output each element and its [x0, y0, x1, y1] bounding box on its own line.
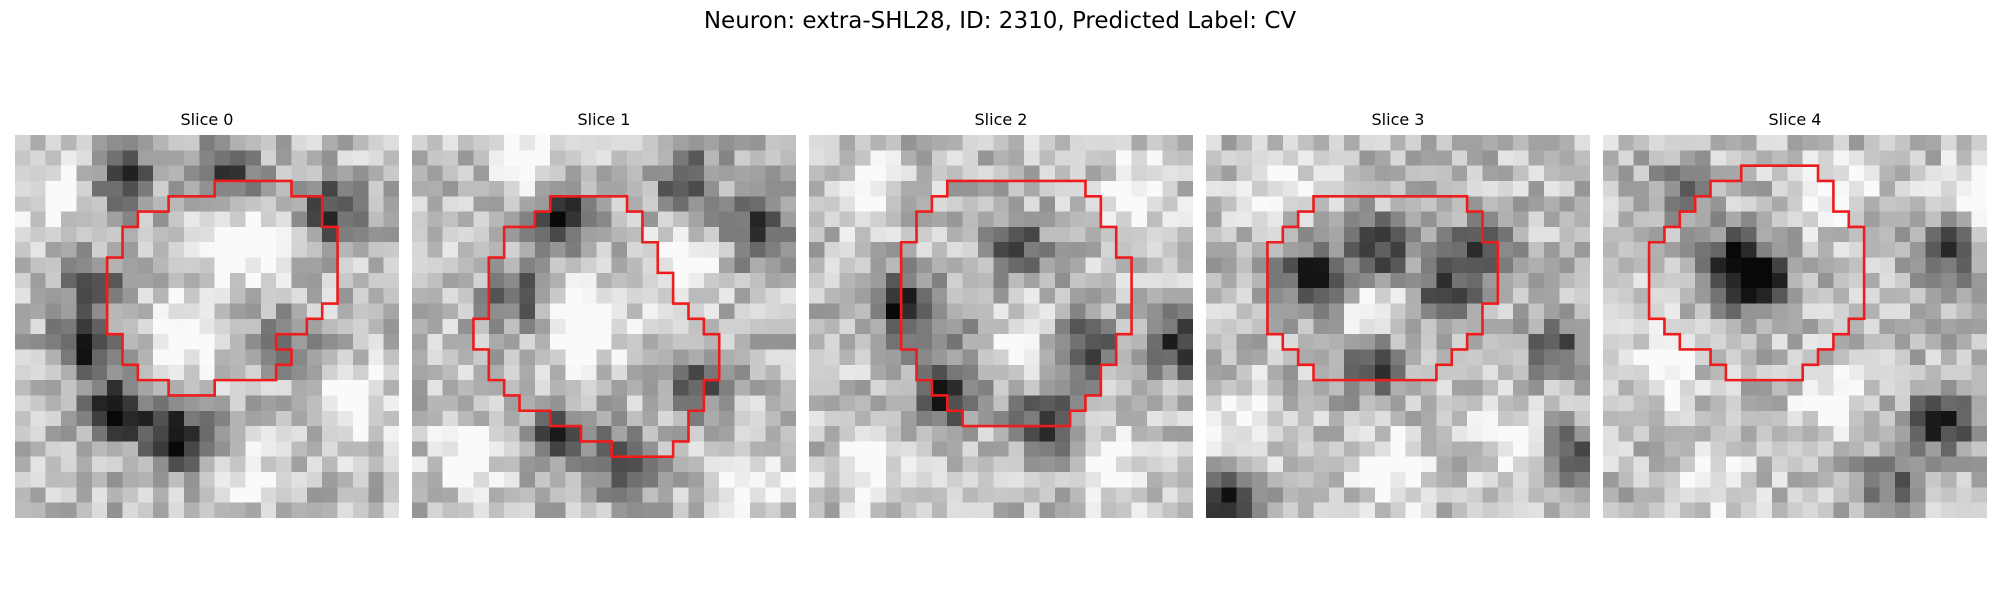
slice-image-0 [15, 135, 399, 518]
slice-pixels-4 [1603, 135, 1987, 518]
slice-panel-2: Slice 2 [809, 109, 1193, 518]
slice-image-4 [1603, 135, 1987, 518]
slice-pixels-2 [809, 135, 1193, 518]
slice-panel-3: Slice 3 [1206, 109, 1590, 518]
slice-panel-4: Slice 4 [1603, 109, 1987, 518]
slice-image-3 [1206, 135, 1590, 518]
slice-image-2 [809, 135, 1193, 518]
slice-panel-0: Slice 0 [15, 109, 399, 518]
slice-title-2: Slice 2 [974, 110, 1028, 129]
slice-panel-1: Slice 1 [412, 109, 796, 518]
slice-image-1 [412, 135, 796, 518]
slice-title-4: Slice 4 [1768, 110, 1822, 129]
slice-title-3: Slice 3 [1371, 110, 1425, 129]
slice-pixels-3 [1206, 135, 1590, 518]
figure-title: Neuron: extra-SHL28, ID: 2310, Predicted… [703, 8, 1297, 34]
neuron-contour-3 [1266, 194, 1500, 382]
neuron-contour-1 [472, 194, 721, 459]
slice-title-0: Slice 0 [180, 110, 234, 129]
slice-pixels-0 [15, 135, 399, 518]
neuron-contour-2 [899, 179, 1133, 428]
slice-title-1: Slice 1 [577, 110, 631, 129]
slice-pixels-1 [412, 135, 796, 518]
neuron-contour-4 [1647, 164, 1866, 382]
neuron-contour-0 [105, 179, 339, 397]
